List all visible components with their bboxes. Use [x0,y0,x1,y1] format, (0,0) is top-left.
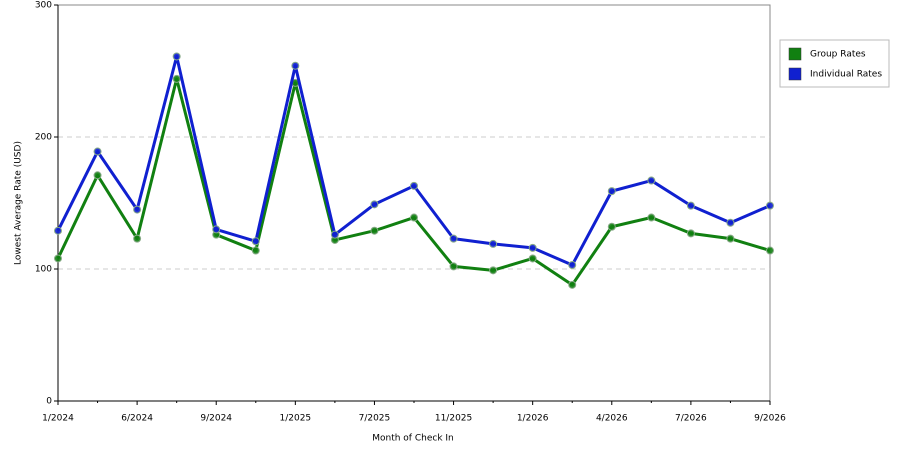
x-tick-label: 1/2024 [42,414,74,424]
data-point [607,187,616,196]
data-point [251,237,260,246]
data-point [766,246,774,255]
data-point [410,181,418,190]
legend-swatch [788,47,802,61]
x-tick-label: 4/2026 [596,414,628,424]
x-axis-title: Month of Check In [372,434,454,444]
data-point [410,213,418,222]
data-point [370,200,379,209]
data-point [330,230,339,239]
data-point [766,201,774,210]
data-point [93,171,102,180]
data-point [172,74,181,83]
legend-swatch [788,67,802,81]
data-point [726,234,735,243]
data-point [93,147,102,156]
data-point [449,234,458,243]
data-point [251,246,260,255]
data-point [686,201,695,210]
data-point [607,222,616,231]
data-point [647,213,656,222]
x-tick-label: 7/2025 [359,414,391,424]
data-point [528,254,537,263]
data-point [726,218,735,227]
data-point [686,229,695,238]
y-tick-label: 300 [35,1,52,11]
data-point [370,226,379,235]
y-axis-title: Lowest Average Rate (USD) [14,141,24,265]
data-point [568,261,577,270]
legend-label: Individual Rates [810,70,882,80]
x-tick-label: 1/2025 [279,414,311,424]
data-point [133,234,142,243]
data-point [489,239,498,248]
y-tick-label: 0 [46,397,52,407]
data-point [54,254,62,263]
x-tick-label: 11/2025 [435,414,472,424]
data-point [528,243,537,252]
x-tick-label: 9/2026 [754,414,786,424]
data-point [449,262,458,271]
y-tick-label: 200 [35,133,52,143]
data-point [172,52,181,61]
data-point [489,266,498,275]
data-point [54,226,62,235]
x-tick-label: 7/2026 [675,414,707,424]
data-point [212,225,221,234]
data-point [568,280,577,289]
data-point [647,176,656,185]
y-tick-label: 100 [35,265,52,275]
x-tick-label: 6/2024 [121,414,153,424]
x-tick-label: 9/2024 [200,414,232,424]
legend-label: Group Rates [810,50,866,60]
x-tick-label: 1/2026 [517,414,549,424]
data-point [291,61,300,70]
data-point [133,205,142,214]
